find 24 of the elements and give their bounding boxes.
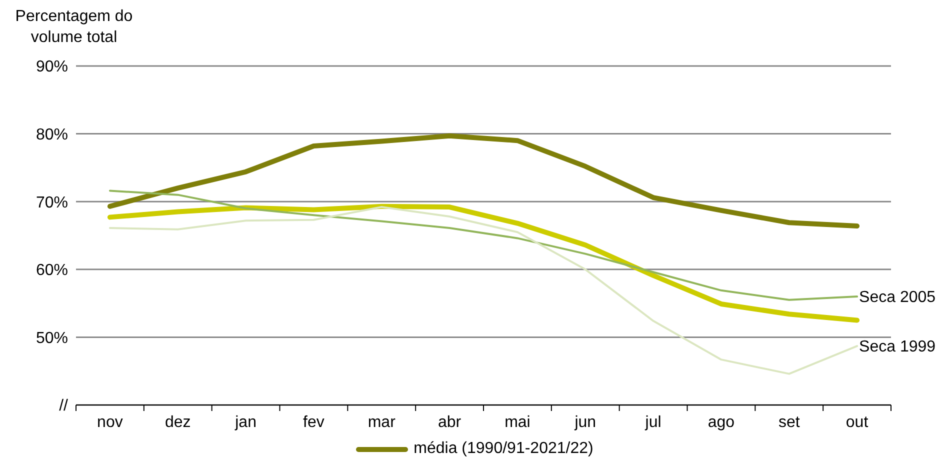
x-tick-label: fev xyxy=(303,414,324,431)
y-tick-label: 50% xyxy=(36,330,68,347)
legend-label: média (1990/91-2021/22) xyxy=(412,440,594,458)
x-tick-label: nov xyxy=(97,414,123,431)
x-tick-label: dez xyxy=(164,414,191,431)
annotation: Seca 1999 xyxy=(859,338,936,356)
y-tick-label: // xyxy=(59,398,69,415)
y-tick-label: 90% xyxy=(36,58,68,76)
x-tick-label: jul xyxy=(644,414,662,431)
y-tick-label: 80% xyxy=(36,126,68,144)
x-tick-label: ago xyxy=(708,414,735,431)
x-tick-label: set xyxy=(778,414,800,431)
x-tick-label: abr xyxy=(438,414,462,431)
line-series xyxy=(108,190,858,301)
y-tick-label: 70% xyxy=(36,194,68,212)
x-tick-label: jun xyxy=(574,414,596,431)
x-tick-label: mar xyxy=(368,414,396,431)
line-series xyxy=(108,206,858,375)
y-axis-title: Percentagem do volume total xyxy=(14,7,134,48)
x-tick-label: mai xyxy=(504,414,530,431)
x-tick-label: out xyxy=(846,414,869,431)
x-tick-label: jan xyxy=(234,414,256,431)
y-tick-label: 60% xyxy=(36,262,68,280)
annotation: Seca 2005 xyxy=(859,289,936,306)
